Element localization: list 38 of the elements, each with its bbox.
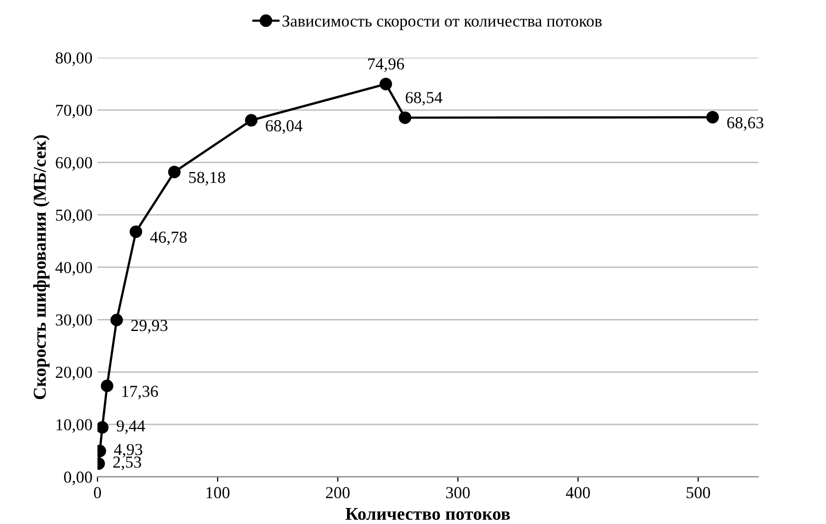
legend-label: Зависимость скорости от количества потоков — [282, 15, 602, 30]
y-tick-label: 70,00 — [56, 104, 92, 118]
data-label: 46,78 — [150, 232, 187, 246]
x-tick-label: 400 — [566, 487, 590, 498]
x-tick-label: 300 — [446, 487, 470, 498]
x-tick-label: 500 — [686, 487, 710, 498]
point — [398, 111, 412, 124]
point — [706, 110, 719, 124]
data-label: 68,54 — [406, 92, 442, 106]
x-tick-label: 200 — [326, 487, 350, 498]
point — [100, 380, 114, 392]
data-label: 29,93 — [131, 320, 168, 334]
y-tick-label: 50,00 — [56, 210, 92, 224]
x-tick-label: 0 — [94, 487, 101, 498]
data-label: 68,63 — [727, 117, 764, 131]
y-tick-label: 30,00 — [56, 314, 92, 328]
y-tick-label: 10,00 — [56, 419, 92, 433]
data-label: 17,36 — [122, 386, 158, 400]
y-tick-label: 80,00 — [56, 52, 92, 66]
point — [380, 78, 392, 90]
point — [245, 114, 258, 127]
data-label: 58,18 — [189, 172, 226, 186]
data-label: 74,96 — [368, 58, 404, 72]
x-tick-label: 100 — [206, 487, 230, 498]
y-tick-label: 0,00 — [64, 472, 92, 486]
y-tick-label: 20,00 — [56, 366, 92, 380]
point — [97, 421, 109, 434]
data-label: 68,04 — [266, 120, 302, 134]
y-axis-title: Скорость шифрования (МБ/сек) — [33, 135, 50, 400]
point — [110, 314, 123, 326]
data-label: 4,93 — [114, 444, 142, 458]
data-label: 9,44 — [116, 420, 146, 434]
x-axis-title: Количество потоков — [346, 508, 510, 520]
y-tick-label: 60,00 — [56, 157, 92, 171]
data-label: 2,53 — [113, 456, 142, 470]
y-tick-label: 40,00 — [55, 262, 92, 276]
point — [130, 225, 142, 238]
point — [168, 166, 181, 178]
